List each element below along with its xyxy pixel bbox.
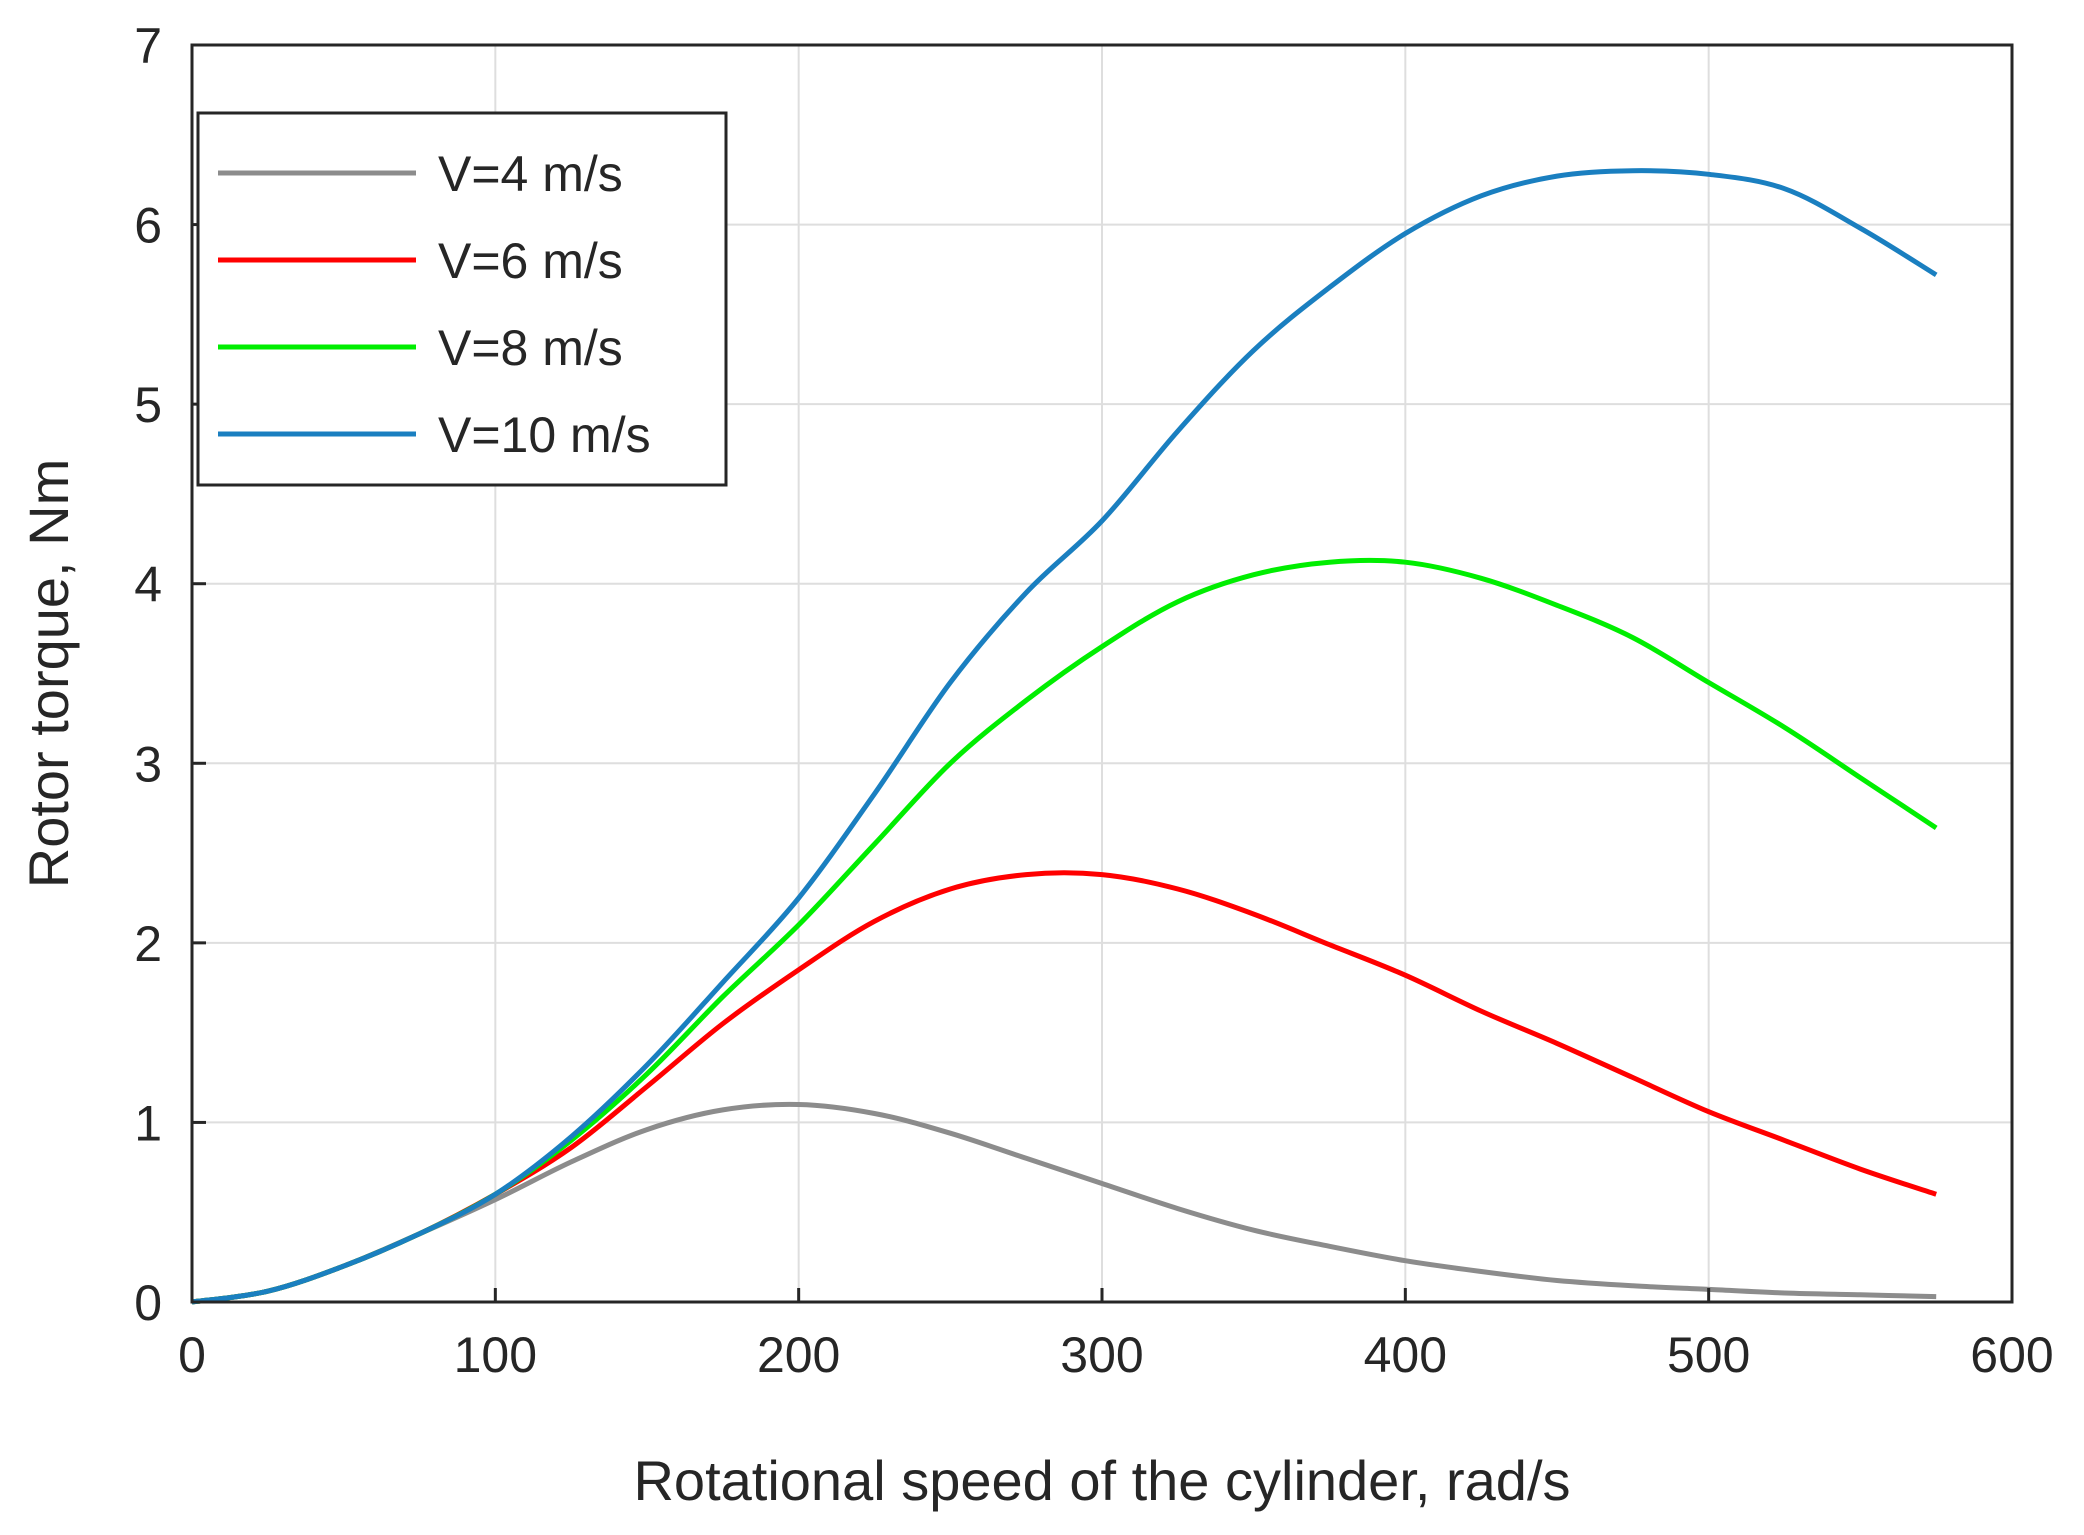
legend: V=4 m/s V=6 m/s V=8 m/s V=10 m/s [196, 111, 728, 487]
series-line-1 [191, 1101, 1937, 1305]
y-tick-label: 6 [134, 198, 162, 254]
y-tick-label: 0 [134, 1275, 162, 1331]
x-tick-label: 600 [1970, 1327, 2053, 1383]
x-tick-label: 200 [757, 1327, 840, 1383]
x-tick-label: 400 [1364, 1327, 1447, 1383]
x-tick-label: 500 [1667, 1327, 1750, 1383]
y-tick-label: 7 [134, 18, 162, 74]
legend-label-2: V=6 m/s [438, 233, 623, 289]
legend-label-3: V=8 m/s [438, 320, 623, 376]
x-tick-label: 300 [1060, 1327, 1143, 1383]
series-lines [191, 168, 1938, 1305]
y-tick-label: 4 [134, 557, 162, 613]
x-tick-label: 0 [178, 1327, 206, 1383]
legend-label-1: V=4 m/s [438, 146, 623, 202]
y-tick-label: 3 [134, 736, 162, 792]
series-line-4 [191, 168, 1938, 1305]
legend-label-4: V=10 m/s [438, 407, 651, 463]
y-tick-label: 2 [134, 916, 162, 972]
y-axis-label: Rotor torque, Nm [17, 459, 80, 889]
x-tick-label: 100 [454, 1327, 537, 1383]
y-tick-label: 5 [134, 377, 162, 433]
x-axis-label: Rotational speed of the cylinder, rad/s [633, 1449, 1570, 1512]
y-tick-label: 1 [134, 1095, 162, 1151]
axis-ticks: 0 100 200 300 400 500 600 0 1 2 3 4 5 6 7 [134, 18, 2054, 1383]
